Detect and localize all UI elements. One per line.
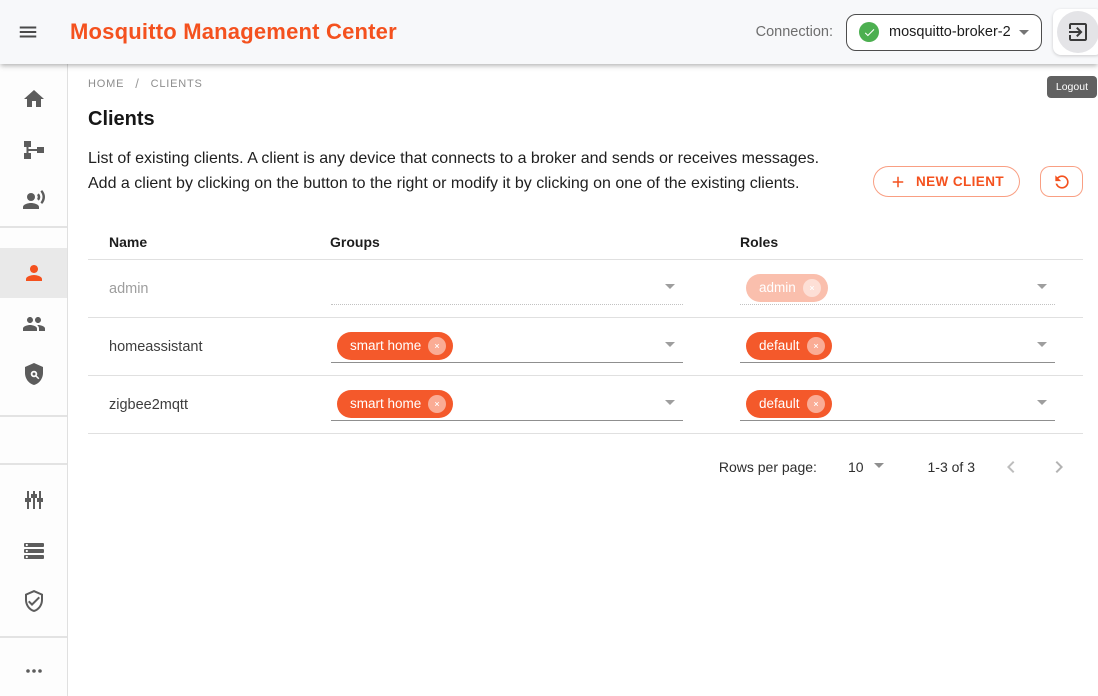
table-header-row: Name Groups Roles — [88, 224, 1083, 260]
breadcrumb-current: CLIENTS — [150, 77, 203, 90]
sidebar-item-groups[interactable] — [0, 298, 67, 349]
groups-select[interactable]: smart home — [331, 381, 683, 429]
client-name: admin — [109, 280, 149, 297]
rows-per-page-select[interactable]: 10 — [848, 459, 884, 475]
sidebar-item-security[interactable] — [0, 576, 67, 627]
chip-delete-icon — [802, 278, 821, 297]
chevron-left-icon — [999, 455, 1023, 479]
hamburger-menu-button[interactable] — [4, 8, 52, 56]
app-bar: Mosquitto Management Center Connection: … — [0, 0, 1098, 64]
table-pagination: Rows per page: 10 1-3 of 3 — [88, 434, 1083, 500]
group-chip[interactable]: smart home — [337, 331, 454, 360]
more-horiz-icon — [22, 659, 46, 683]
column-header-roles: Roles — [740, 233, 779, 250]
sidebar-divider — [0, 225, 67, 228]
page-title: Clients — [88, 108, 155, 130]
chip-label: smart home — [350, 396, 422, 411]
connection-select[interactable]: mosquitto-broker-2 — [846, 13, 1042, 51]
connection-label: Connection: — [755, 24, 833, 40]
table-row[interactable]: zigbee2mqtt smart home — [88, 376, 1083, 434]
column-header-groups: Groups — [330, 233, 380, 250]
sidebar-divider — [0, 462, 67, 465]
sidebar-item-logs[interactable] — [0, 525, 67, 576]
sidebar-divider — [0, 415, 67, 418]
list-icon — [22, 539, 46, 563]
person-icon — [22, 261, 46, 285]
roles-select: admin — [740, 265, 1055, 313]
logout-button[interactable] — [1057, 11, 1098, 53]
chip-label: smart home — [350, 338, 422, 353]
chevron-down-icon — [1037, 399, 1047, 405]
client-name: homeassistant — [109, 338, 203, 355]
app-title: Mosquitto Management Center — [70, 19, 397, 44]
group-chip[interactable]: smart home — [337, 389, 454, 418]
main-content: HOME / CLIENTS Clients List of existing … — [68, 64, 1098, 696]
role-chip[interactable]: default — [746, 331, 832, 360]
role-chip[interactable]: default — [746, 389, 832, 418]
sidebar-item-topology[interactable] — [0, 125, 67, 176]
chip-delete-icon[interactable] — [806, 394, 825, 413]
sidebar-item-roles[interactable] — [0, 349, 67, 400]
plus-icon — [889, 173, 907, 191]
chip-delete-icon[interactable] — [806, 336, 825, 355]
refresh-icon — [1052, 172, 1072, 192]
tune-icon — [22, 488, 46, 512]
previous-page-button[interactable] — [987, 443, 1035, 491]
sidebar-item-settings[interactable] — [0, 475, 67, 526]
sidebar-item-streams[interactable] — [0, 175, 67, 226]
new-client-button[interactable]: NEW CLIENT — [873, 166, 1020, 197]
sidebar-item-clients[interactable] — [0, 247, 67, 299]
sidebar-divider — [0, 635, 67, 638]
column-header-name: Name — [109, 233, 148, 250]
next-page-button[interactable] — [1035, 443, 1083, 491]
breadcrumb-separator: / — [135, 76, 140, 91]
refresh-button[interactable] — [1040, 166, 1083, 197]
record-voice-over-icon — [22, 188, 46, 212]
connection-value: mosquitto-broker-2 — [889, 24, 1011, 40]
chevron-down-icon — [665, 341, 675, 347]
breadcrumb-home-link[interactable]: HOME — [88, 77, 125, 90]
chip-label: admin — [759, 280, 796, 295]
roles-select[interactable]: default — [740, 323, 1055, 371]
sidebar-item-more[interactable] — [0, 645, 67, 696]
chevron-down-icon — [1037, 341, 1047, 347]
chevron-down-icon — [665, 283, 675, 289]
sidebar-item-home[interactable] — [0, 74, 67, 125]
groups-select — [331, 265, 683, 313]
chip-delete-icon[interactable] — [428, 336, 447, 355]
chevron-down-icon — [665, 399, 675, 405]
topology-icon — [22, 138, 46, 162]
chevron-down-icon — [873, 462, 884, 468]
clients-table: Name Groups Roles admin admin — [88, 224, 1083, 500]
check-circle-icon — [859, 22, 879, 42]
chevron-down-icon — [1019, 29, 1029, 35]
pagination-range: 1-3 of 3 — [927, 459, 975, 475]
chip-delete-icon[interactable] — [428, 394, 447, 413]
chevron-down-icon — [1037, 283, 1047, 289]
rows-per-page-value: 10 — [847, 459, 864, 475]
rows-per-page-label: Rows per page: — [718, 459, 817, 475]
client-name: zigbee2mqtt — [109, 396, 188, 413]
chevron-right-icon — [1047, 455, 1071, 479]
chip-label: default — [759, 338, 800, 353]
sidebar — [0, 64, 68, 696]
new-client-button-label: NEW CLIENT — [916, 174, 1004, 189]
hamburger-icon — [17, 21, 39, 43]
page-description: List of existing clients. A client is an… — [88, 150, 820, 192]
chip-label: default — [759, 396, 800, 411]
policy-icon — [22, 362, 46, 386]
exit-to-app-icon — [1066, 20, 1090, 44]
verified-user-icon — [22, 589, 46, 613]
table-row[interactable]: admin admin — [88, 260, 1083, 318]
role-chip: admin — [746, 273, 828, 302]
logout-tooltip: Logout — [1046, 76, 1097, 98]
logout-button-paper — [1053, 9, 1098, 55]
roles-select[interactable]: default — [740, 381, 1055, 429]
groups-icon — [22, 312, 46, 336]
home-icon — [22, 87, 46, 111]
breadcrumb: HOME / CLIENTS — [88, 76, 1083, 91]
groups-select[interactable]: smart home — [331, 323, 683, 371]
table-row[interactable]: homeassistant smart home — [88, 318, 1083, 376]
